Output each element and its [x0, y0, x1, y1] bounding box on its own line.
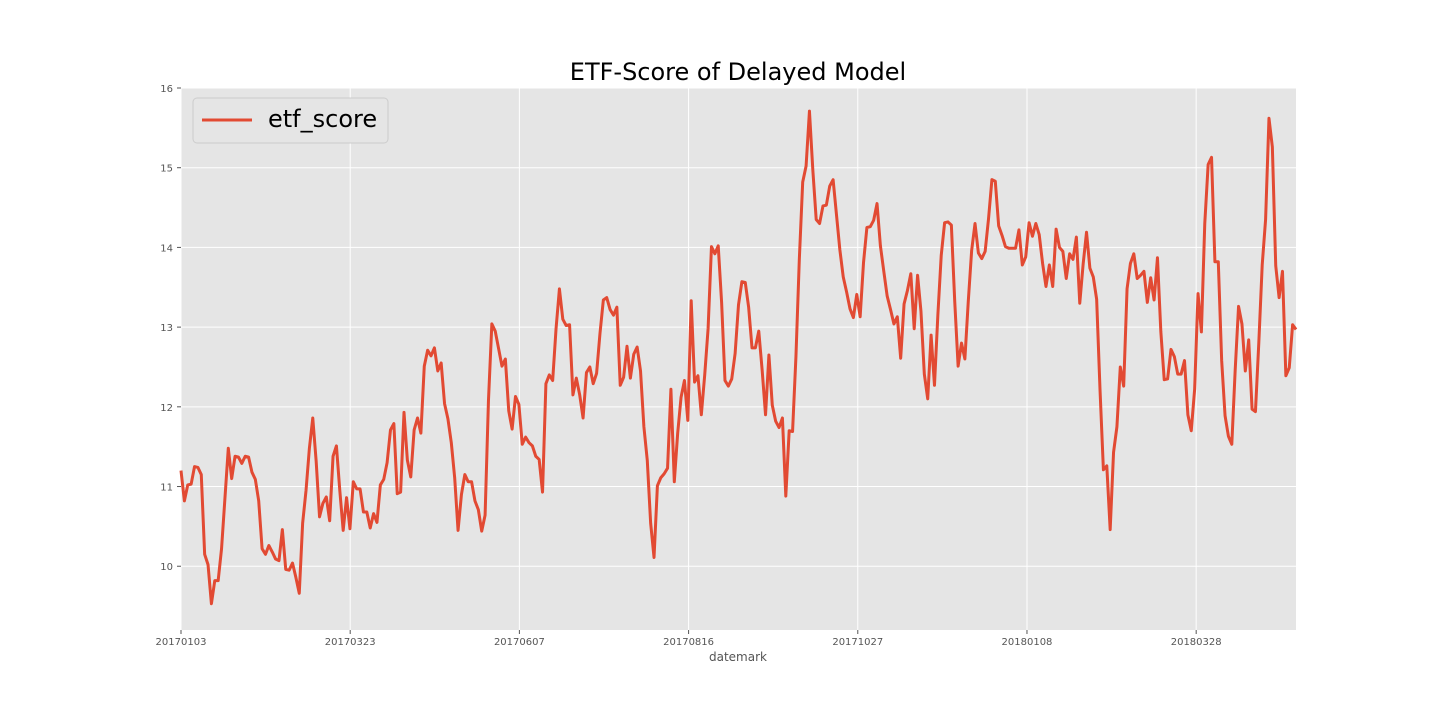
y-tick-label: 12: [160, 403, 173, 414]
legend-label-etf-score: etf_score: [268, 105, 377, 133]
y-tick-label: 15: [160, 164, 173, 175]
chart-title: ETF-Score of Delayed Model: [570, 58, 906, 86]
x-tick-label: 20170323: [325, 637, 376, 648]
x-tick-label: 20180108: [1002, 637, 1053, 648]
legend-box: [192, 97, 389, 144]
x-tick-label: 20170103: [156, 637, 207, 648]
x-tick-label: 20171027: [832, 637, 883, 648]
y-tick-label: 16: [160, 84, 173, 95]
y-tick-label: 14: [160, 243, 173, 254]
legend: etf_score: [192, 97, 389, 144]
x-tick-label: 20180328: [1171, 637, 1222, 648]
plot-background: [181, 88, 1296, 630]
series-line-etf-score: [179, 109, 1298, 606]
x-tick-label: 20170816: [663, 637, 714, 648]
y-tick-label: 10: [160, 562, 173, 573]
x-axis-label: datemark: [709, 650, 767, 664]
x-axis: 20170103 20170323 20170607 20170816 20171027…: [156, 630, 1222, 648]
y-tick-label: 13: [160, 323, 173, 334]
x-tick-label: 20170607: [494, 637, 545, 648]
y-axis: 10 11 12 13 14 15 16: [160, 84, 181, 573]
y-tick-label: 11: [160, 483, 173, 494]
